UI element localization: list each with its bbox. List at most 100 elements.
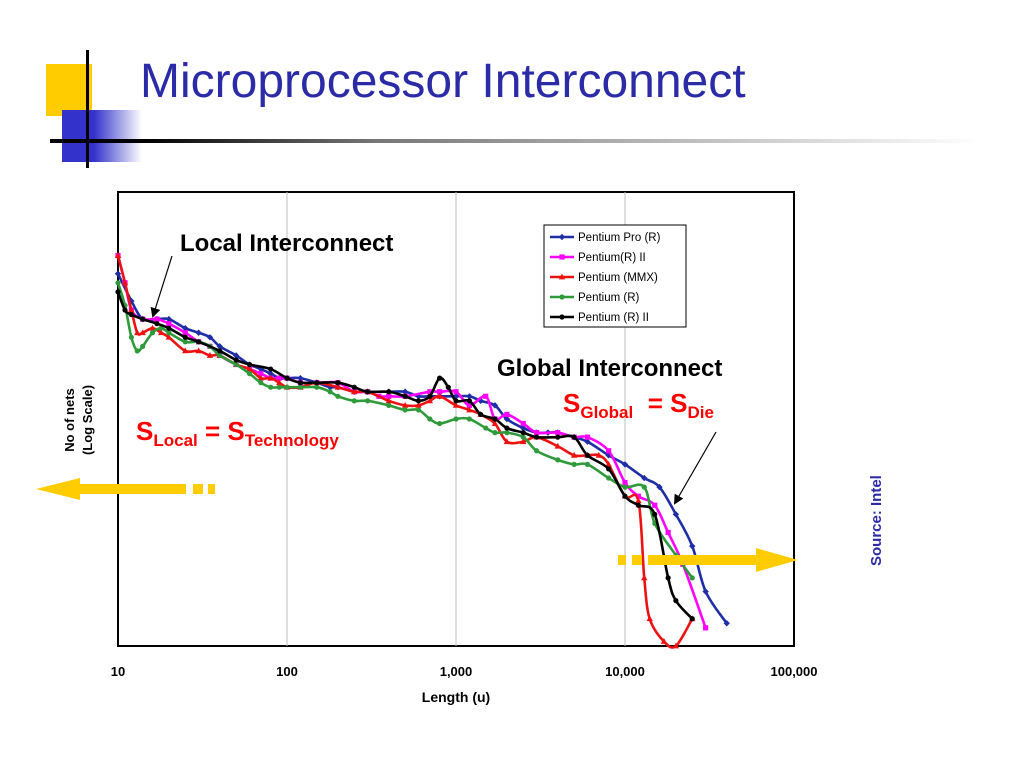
point-pentium-pro-r-0-43 bbox=[702, 588, 709, 595]
point-pentium-r-3-0 bbox=[115, 280, 121, 286]
point-pentium-r-3-12 bbox=[233, 361, 239, 368]
point-pentium-pro-r-0-4 bbox=[165, 315, 173, 323]
point-pentium-r-ii-4-5 bbox=[166, 325, 172, 331]
point-pentium-mmx-2-33 bbox=[520, 438, 527, 445]
point-pentium-r-ii-4-10 bbox=[246, 361, 253, 368]
point-pentium-r-ii-1-25 bbox=[437, 389, 443, 395]
y-axis-label: No of nets (Log Scale) bbox=[62, 385, 95, 455]
point-pentium-mmx-2-7 bbox=[165, 333, 173, 340]
point-pentium-r-3-26 bbox=[415, 407, 422, 413]
point-pentium-r-ii-1-33 bbox=[555, 430, 561, 436]
point-pentium-mmx-2-25 bbox=[415, 401, 422, 408]
point-pentium-r-ii-1-35 bbox=[584, 434, 591, 440]
global-scaling-equation: SGlobal = SDie bbox=[563, 388, 714, 422]
blue-deco-gradient bbox=[62, 110, 142, 162]
point-pentium-mmx-2-44 bbox=[660, 638, 668, 644]
point-pentium-r-3-2 bbox=[128, 334, 134, 340]
slide-title: Microprocessor Interconnect bbox=[140, 55, 746, 108]
point-pentium-r-3-21 bbox=[335, 393, 341, 399]
point-pentium-r-ii-1-26 bbox=[453, 389, 459, 395]
point-pentium-mmx-2-0 bbox=[114, 252, 122, 258]
local-eq-sub2: Technology bbox=[245, 431, 340, 450]
point-pentium-r-ii-1-27 bbox=[466, 402, 472, 408]
point-pentium-mmx-2-9 bbox=[195, 347, 202, 354]
point-pentium-r-ii-4-0 bbox=[115, 289, 121, 295]
point-pentium-r-ii-1-12 bbox=[258, 371, 264, 377]
point-pentium-mmx-2-27 bbox=[436, 392, 443, 399]
point-pentium-r-3-32 bbox=[492, 430, 498, 436]
point-pentium-mmx-2-35 bbox=[554, 442, 561, 449]
x-tick-label-1000: 1,000 bbox=[440, 664, 473, 679]
legend-marker-pentium-r-3 bbox=[559, 294, 565, 300]
local-eq-sub1: Local bbox=[153, 431, 197, 450]
point-pentium-mmx-2-45 bbox=[672, 642, 680, 649]
point-pentium-pro-r-0-31 bbox=[520, 424, 527, 432]
point-pentium-r-ii-4-12 bbox=[284, 375, 290, 381]
point-pentium-r-3-28 bbox=[437, 420, 443, 427]
point-pentium-pro-r-0-38 bbox=[621, 461, 629, 468]
x-tick-label-10: 10 bbox=[111, 664, 125, 679]
point-pentium-mmx-2-21 bbox=[351, 388, 358, 395]
x-tick-label-100: 100 bbox=[276, 664, 298, 679]
point-pentium-pro-r-0-44 bbox=[723, 620, 730, 627]
point-pentium-r-ii-4-34 bbox=[606, 466, 612, 472]
x-axis-label: Length (u) bbox=[422, 689, 490, 705]
global-arrow bbox=[673, 431, 717, 505]
point-pentium-mmx-2-13 bbox=[246, 365, 253, 372]
point-pentium-r-3-13 bbox=[246, 371, 253, 377]
yellow-deco-square bbox=[46, 64, 92, 116]
point-pentium-r-ii-4-13 bbox=[297, 380, 303, 386]
point-pentium-mmx-2-41 bbox=[635, 497, 642, 504]
point-pentium-mmx-2-26 bbox=[426, 397, 434, 404]
deco-vertical-rule bbox=[86, 50, 89, 168]
legend-marker-pentium-r-ii-4 bbox=[559, 314, 565, 320]
legend-label-pentium-pro-r-0: Pentium Pro (R) bbox=[578, 232, 661, 244]
point-pentium-r-ii-4-33 bbox=[584, 452, 591, 458]
point-pentium-r-3-15 bbox=[268, 384, 274, 390]
point-pentium-r-3-35 bbox=[534, 448, 540, 454]
point-pentium-pro-r-0-7 bbox=[206, 334, 214, 341]
point-pentium-r-ii-1-36 bbox=[606, 448, 612, 454]
point-pentium-r-ii-1-30 bbox=[504, 411, 510, 418]
point-pentium-pro-r-0-12 bbox=[267, 370, 274, 377]
point-pentium-pro-r-0-27 bbox=[466, 393, 473, 400]
global-interconnect-label: Global Interconnect bbox=[497, 355, 722, 382]
series-lines bbox=[114, 252, 730, 649]
point-pentium-r-ii-4-14 bbox=[314, 380, 320, 386]
global-eq-sub2: Die bbox=[687, 403, 713, 422]
point-pentium-r-ii-4-9 bbox=[233, 357, 239, 363]
point-pentium-r-ii-4-37 bbox=[652, 511, 658, 517]
point-pentium-r-3-18 bbox=[297, 384, 303, 390]
point-pentium-mmx-2-3 bbox=[134, 329, 141, 336]
point-pentium-mmx-2-20 bbox=[334, 383, 342, 390]
point-pentium-mmx-2-23 bbox=[385, 397, 392, 404]
point-pentium-r-ii-1-14 bbox=[276, 375, 282, 381]
point-pentium-mmx-2-29 bbox=[466, 406, 473, 413]
global-eq-s: S bbox=[563, 388, 580, 418]
point-pentium-mmx-2-10 bbox=[206, 352, 214, 358]
point-pentium-r-ii-4-8 bbox=[217, 348, 223, 354]
local-arrow bbox=[150, 255, 173, 318]
point-pentium-mmx-2-36 bbox=[570, 451, 578, 458]
point-pentium-mmx-2-4 bbox=[139, 329, 146, 336]
point-pentium-r-ii-4-40 bbox=[689, 616, 695, 622]
point-pentium-mmx-2-15 bbox=[267, 374, 274, 381]
point-pentium-r-ii-4-29 bbox=[520, 430, 526, 436]
point-pentium-mmx-2-14 bbox=[257, 374, 265, 381]
point-pentium-r-ii-4-24 bbox=[453, 398, 459, 404]
point-pentium-r-3-24 bbox=[386, 402, 392, 408]
point-pentium-r-ii-4-11 bbox=[268, 366, 274, 372]
legend-label-pentium-r-ii-1: Pentium(R) II bbox=[578, 252, 646, 264]
point-pentium-r-3-44 bbox=[689, 575, 695, 581]
left-yellow-arrow bbox=[36, 478, 215, 500]
point-pentium-r-3-5 bbox=[149, 330, 156, 336]
point-pentium-mmx-2-5 bbox=[149, 324, 156, 331]
x-tick-label-100000: 100,000 bbox=[771, 664, 818, 679]
point-pentium-r-ii-4-25 bbox=[466, 398, 472, 404]
legend-marker-pentium-mmx-2 bbox=[558, 273, 566, 280]
point-pentium-r-3-11 bbox=[217, 352, 223, 359]
point-pentium-mmx-2-42 bbox=[641, 574, 648, 581]
point-pentium-r-3-30 bbox=[466, 416, 472, 422]
point-pentium-r-ii-4-22 bbox=[437, 375, 443, 381]
